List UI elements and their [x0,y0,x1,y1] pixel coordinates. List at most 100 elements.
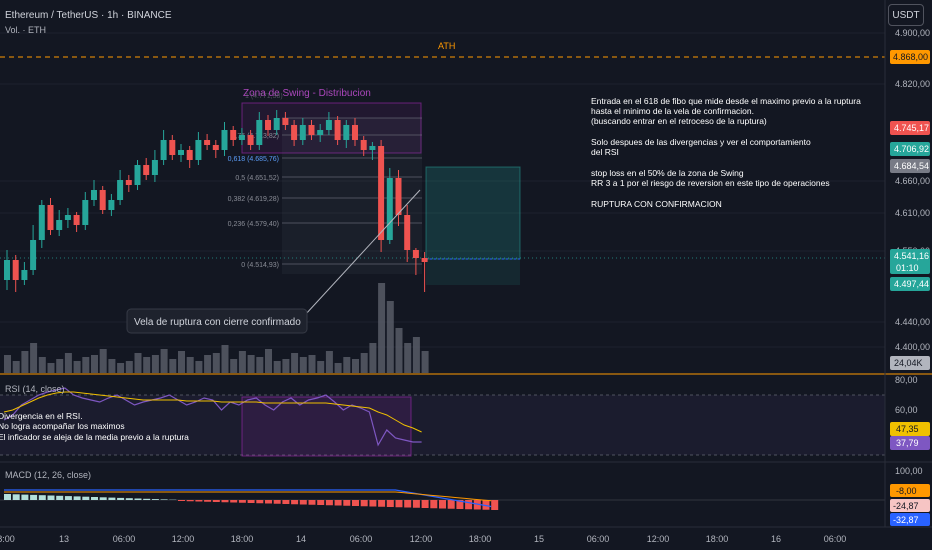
rsi-divergence-box[interactable] [241,396,412,457]
candle-body [195,140,202,160]
candle-body [299,125,306,140]
candle-body [178,150,184,155]
svg-text:06:00: 06:00 [824,534,847,544]
volume-bar [82,357,90,373]
volume-bar [378,283,386,373]
volume-bar [221,345,229,373]
macd-histogram-bar [125,498,133,500]
candle-body [186,150,193,160]
candle-body [386,178,393,240]
macd-histogram-bar [473,500,481,510]
fib-label-0382: 0,382 (4.619,28) [228,196,279,203]
macd-histogram-bar [4,494,11,500]
volume-bar [99,349,107,373]
volume-bar [108,359,116,373]
candle-body [265,120,271,130]
volume-bar [256,357,264,373]
macd-histogram-bar [160,499,168,500]
volume-bar [230,359,238,373]
rsi-ma-tag: 47,35 [896,424,919,434]
candle-body [91,190,97,200]
macd-histogram-bar [256,500,264,504]
candle-body [238,135,245,140]
macd-histogram-bar [456,500,464,509]
macd-histogram-bar [439,500,446,509]
candle-body [273,118,280,130]
macd-histogram-bar [265,500,272,504]
volume-bar [143,357,151,373]
macd-histogram-bar [404,500,412,508]
macd-value-tag: -32,87 [893,515,919,525]
candle-body [421,258,428,262]
macd-line [4,489,492,508]
fib-label-0618: 0,618 (4.685,76) [228,156,279,163]
macd-histogram-bar [143,498,151,500]
candle-body [134,165,141,185]
volume-bar [265,349,272,373]
volume-legend[interactable]: Vol. · ETH [5,25,46,35]
volume-bar [291,353,299,373]
rsi-axis-tick: 60,00 [895,405,918,415]
candle-body [143,165,150,175]
macd-histogram-bar [386,500,394,507]
candle-body [4,260,10,280]
time-axis[interactable]: 8:00 13 06:00 12:00 18:00 14 06:00 12:00… [0,534,846,544]
price-tick: 4.610,00 [895,208,930,218]
volume-bar [369,343,377,373]
volume-bar [299,357,307,373]
macd-histogram-bar [30,494,38,500]
candle-body [117,180,124,200]
macd-histogram-bar [108,497,116,500]
macd-histogram-bar [238,500,246,503]
stop-loss-zone[interactable] [426,259,520,285]
ath-label: ATH [438,41,455,51]
macd-histogram-bar [38,495,46,500]
candle-body [369,146,376,150]
volume-bar [273,361,281,373]
symbol-title[interactable]: Ethereum / TetherUS · 1h · BINANCE [5,10,172,21]
candle-body [12,260,19,280]
macd-title[interactable]: MACD (12, 26, close) [5,470,91,480]
candlestick-series[interactable] [4,110,428,292]
fib-label-075: 0,75 (4.713,82) [232,133,279,140]
svg-text:Entrada en el 618 de fibo que: Entrada en el 618 de fibo que mide desde… [591,96,861,106]
macd-pane[interactable]: MACD (12, 26, close) [0,470,885,510]
macd-histogram-bar [247,500,255,503]
fib-label-0236: 0,236 (4.579,40) [228,221,279,228]
volume-bar [395,328,403,373]
currency-button[interactable]: USDT [888,4,924,26]
macd-histogram-bar [343,500,351,506]
volume-bar [204,355,212,373]
volume-bar [30,343,38,373]
volume-bar [56,359,64,373]
candle-body [221,130,228,150]
candle-body [412,250,419,258]
svg-text:18:00: 18:00 [706,534,729,544]
trade-notes[interactable]: Entrada en el 618 de fibo que mide desde… [591,96,861,209]
candle-body [256,120,263,145]
callout-box[interactable] [126,308,308,334]
candle-body [317,130,324,135]
macd-histogram-bar [273,500,281,504]
volume-bar [352,359,359,373]
macd-histogram-bar [317,500,325,505]
volume-bar [4,355,11,373]
svg-text:RR 3 a 1 por el riesgo de reve: RR 3 a 1 por el riesgo de reversion en e… [591,178,830,188]
svg-text:16: 16 [771,534,781,544]
svg-text:RUPTURA CON CONFIRMACION: RUPTURA CON CONFIRMACION [591,199,722,209]
svg-text:stop loss en el 50% de la zona: stop loss en el 50% de la zona de Swing [591,168,744,178]
price-tick: 4.820,00 [895,79,930,89]
price-axis[interactable]: 4.900,00 4.820,00 4.660,00 4.610,00 4.55… [884,0,930,527]
macd-histogram-bar [151,499,159,500]
candle-body [247,135,254,145]
candle-body [64,215,71,220]
volume-bar [412,337,420,373]
take-profit-zone[interactable] [425,166,521,260]
macd-histogram-bar [325,500,333,506]
rsi-title[interactable]: RSI (14, close) [5,384,65,394]
macd-histogram-bar [12,494,20,500]
candle-body [230,130,237,140]
macd-hist-tag: -24,87 [893,501,919,511]
rsi-pane[interactable]: RSI (14, close) Divergencia en el RSI. N… [0,384,885,457]
